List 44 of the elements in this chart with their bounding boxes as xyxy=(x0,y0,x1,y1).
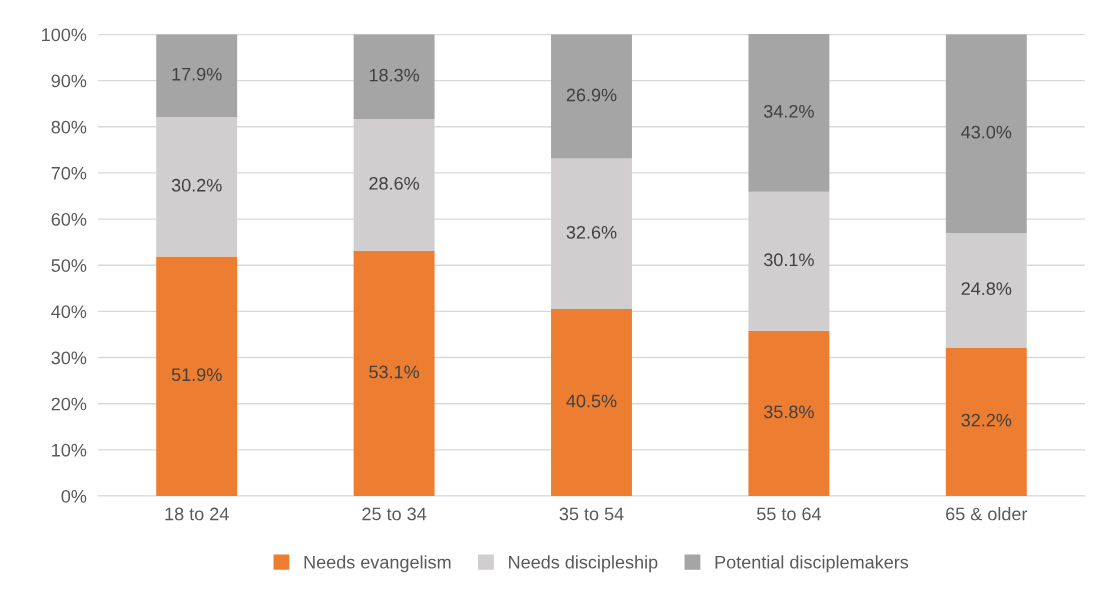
data-label: 28.6% xyxy=(369,176,420,190)
legend-label: Needs discipleship xyxy=(509,555,658,573)
bar xyxy=(156,34,238,118)
y-tick-label: 70% xyxy=(51,166,87,180)
x-tick-label: 25 to 34 xyxy=(362,507,427,521)
y-tick-label: 20% xyxy=(51,397,87,411)
bar xyxy=(945,34,1027,233)
data-label: 43.0% xyxy=(961,125,1012,139)
data-label: 18.3% xyxy=(369,68,420,82)
bar xyxy=(353,250,435,496)
x-tick-label: 55 to 64 xyxy=(757,507,821,521)
legend-label: Needs evangelism xyxy=(304,555,451,573)
y-tick-label: 40% xyxy=(51,305,87,319)
data-label: 34.2% xyxy=(763,104,814,118)
x-tick-label: 18 to 24 xyxy=(165,507,229,521)
data-label: 35.8% xyxy=(763,405,814,419)
data-label: 40.5% xyxy=(566,394,617,408)
bar xyxy=(748,34,830,192)
data-label: 26.9% xyxy=(566,88,617,102)
y-tick-label: 50% xyxy=(51,259,87,272)
data-label: 30.1% xyxy=(763,253,814,267)
bar xyxy=(156,256,238,496)
data-label: 30.2% xyxy=(171,178,222,192)
legend-label: Potential disciplemakers xyxy=(715,555,909,573)
y-tick-label: 10% xyxy=(52,443,87,457)
y-tick-label: 90% xyxy=(51,74,87,88)
bar xyxy=(551,309,632,496)
data-label: 53.1% xyxy=(369,365,420,379)
x-tick-label: 35 to 54 xyxy=(559,507,624,521)
data-label: 32.2% xyxy=(961,413,1012,427)
data-label: 17.9% xyxy=(172,67,222,81)
y-tick-label: 0% xyxy=(61,489,87,503)
y-tick-label: 60% xyxy=(51,213,87,226)
bar xyxy=(353,34,435,119)
bar xyxy=(945,347,1027,496)
y-tick-label: 30% xyxy=(51,351,87,365)
bar xyxy=(748,330,830,496)
x-tick-label: 65 & older xyxy=(946,507,1028,521)
y-tick-label: 80% xyxy=(51,120,87,134)
bar xyxy=(551,34,632,159)
data-label: 32.6% xyxy=(566,225,617,239)
data-label: 24.8% xyxy=(961,282,1012,295)
data-label: 51.9% xyxy=(171,368,222,382)
y-tick-label: 100% xyxy=(42,28,87,42)
